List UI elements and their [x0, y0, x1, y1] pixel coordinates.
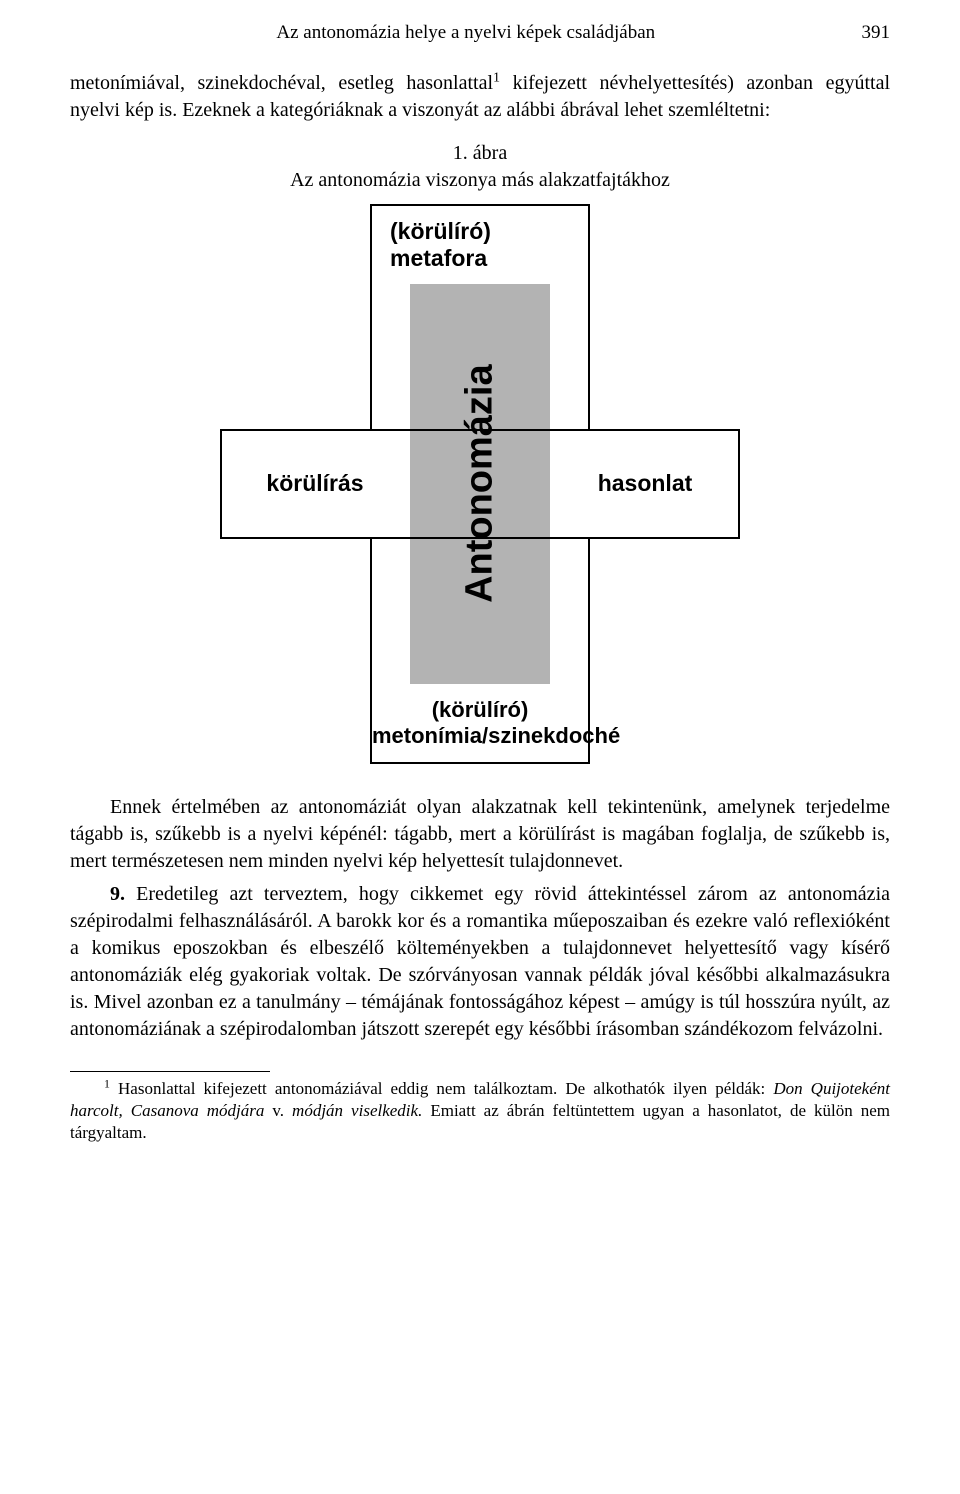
bottom-label-line1: (körülíró)	[432, 697, 529, 722]
section-number: 9.	[110, 883, 125, 905]
footnote-rule	[70, 1071, 270, 1072]
center-label-wrap: Antonomázia	[410, 284, 550, 684]
cross-diagram: (körülíró) metafora (körülíró) metonímia…	[220, 204, 740, 764]
page-number: 391	[862, 20, 891, 46]
figure-caption-line2: Az antonomázia viszonya más alakzatfajtá…	[70, 167, 890, 194]
footnote-1: 1 Hasonlattal kifejezett antonomáziával …	[70, 1078, 890, 1144]
right-cell: hasonlat	[552, 431, 738, 537]
p1-footnote-ref: 1	[493, 70, 500, 85]
figure-caption-line1: 1. ábra	[70, 140, 890, 167]
top-label-line1: (körülíró)	[390, 218, 491, 244]
running-head: Az antonomázia helye a nyelvi képek csal…	[70, 20, 890, 46]
center-label: Antonomázia	[454, 364, 505, 603]
running-title: Az antonomázia helye a nyelvi képek csal…	[276, 22, 655, 43]
bottom-label-line2: metonímia/szinekdoché	[372, 723, 620, 748]
top-label: (körülíró) metafora	[372, 218, 588, 273]
top-label-line2: metafora	[390, 245, 487, 271]
diagram-container: (körülíró) metafora (körülíró) metonímia…	[70, 204, 890, 764]
fn-part1: Hasonlattal kifejezett antonomáziával ed…	[110, 1079, 773, 1098]
fn-mid: v.	[264, 1101, 292, 1120]
paragraph-2: Ennek értelmében az antonomáziát olyan a…	[70, 794, 890, 875]
paragraph-3: 9. Eredetileg azt terveztem, hogy cikkem…	[70, 881, 890, 1043]
left-label: körülírás	[266, 468, 363, 499]
left-cell: körülírás	[222, 431, 408, 537]
p1-before: metonímiával, szinekdochéval, esetleg ha…	[70, 72, 493, 94]
figure-caption: 1. ábra Az antonomázia viszonya más alak…	[70, 140, 890, 194]
bottom-label: (körülíró) metonímia/szinekdoché	[372, 697, 588, 750]
fn-italic2: módján viselkedik.	[292, 1101, 422, 1120]
paragraph-1: metonímiával, szinekdochéval, esetleg ha…	[70, 70, 890, 124]
right-label: hasonlat	[598, 468, 693, 499]
p3-text: Eredetileg azt terveztem, hogy cikkemet …	[70, 883, 890, 1040]
